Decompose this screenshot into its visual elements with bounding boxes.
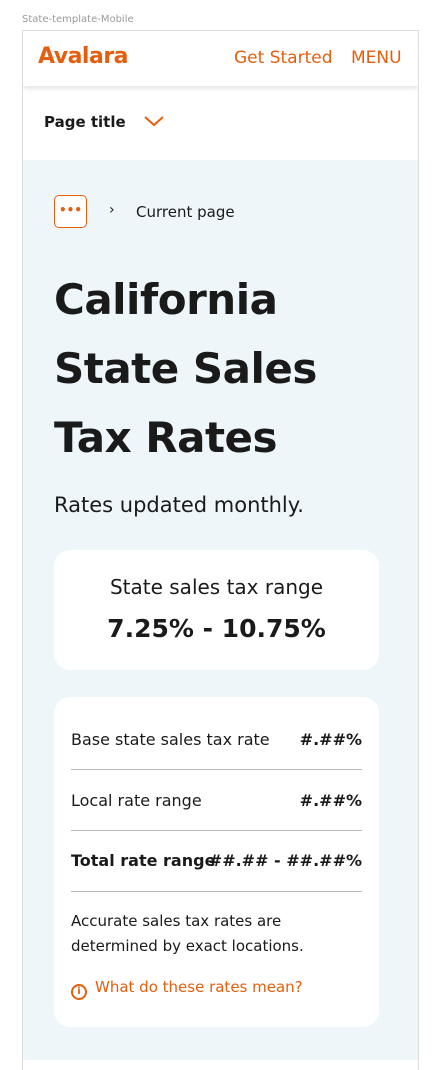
row-value: ##.## - ##.##% [208,851,362,870]
chevron [144,116,164,127]
info-icon: i [71,984,87,1000]
breadcrumb-current: Current page [136,203,235,221]
row-label: Total rate range [71,851,216,870]
nav-link[interactable]: Get Started [234,48,333,68]
range-card: State sales tax range 7.25% - 10.75% [54,550,379,670]
separator [71,830,362,831]
breadcrumb-separator: › [109,202,115,218]
page-title: Page title [44,113,126,131]
link-text: What do these rates mean? [95,978,303,996]
row-label: Base state sales tax rate [71,730,270,749]
mobile-frame: Avalara Get Started MENU Page title ••• … [22,30,419,1070]
row-value: #.##% [299,730,362,749]
frame-label: State-template-Mobile [22,14,134,25]
range-value: 7.25% - 10.75% [107,614,326,643]
heading: Tax Rates [54,413,278,462]
info-link[interactable]: i What do these rates mean? [71,978,303,1000]
note: Accurate sales tax rates are determined … [71,912,304,955]
page-title-toggle[interactable]: Page title [44,113,165,131]
subheading: Rates updated monthly. [54,493,304,517]
content: ••• › Current page California State Sale… [23,160,418,1060]
separator [71,769,362,770]
logo[interactable]: Avalara [38,44,129,69]
rates-card: Base state sales tax rate #.##% Local ra… [54,697,379,1027]
range-label: State sales tax range [109,575,324,599]
row-value: #.##% [299,791,362,810]
heading: California [54,275,278,324]
header: Avalara Get Started MENU [23,31,418,86]
breadcrumb-more[interactable]: ••• [54,195,87,228]
nav-link[interactable]: MENU [351,48,402,68]
separator [71,891,362,892]
row-label: Local rate range [71,791,202,810]
heading: State Sales [54,344,317,393]
